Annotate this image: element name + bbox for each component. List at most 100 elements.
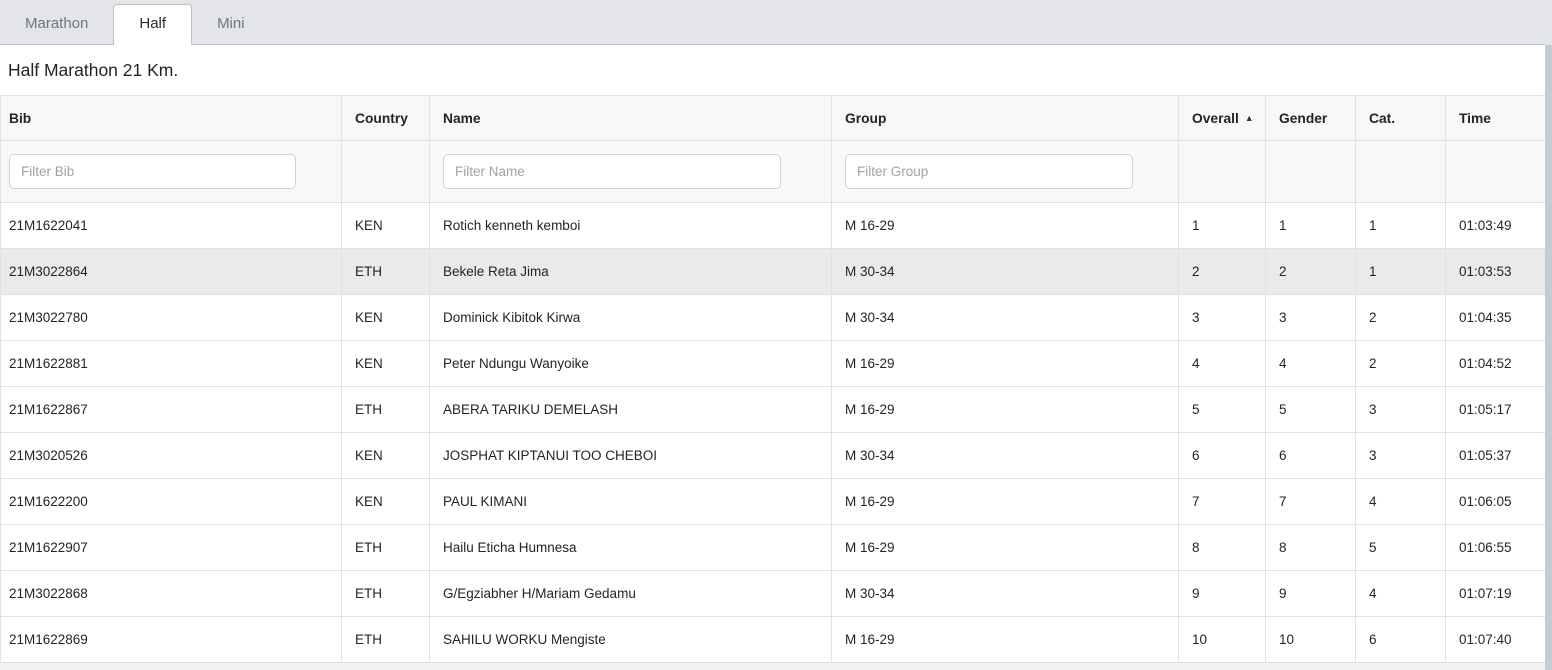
filter-cell-bib: [1, 141, 342, 203]
column-label: Cat.: [1369, 111, 1395, 126]
column-header-time[interactable]: Time: [1446, 96, 1547, 141]
table-row[interactable]: 21M1622869ETHSAHILU WORKU MengisteM 16-2…: [1, 617, 1547, 663]
column-header-overall[interactable]: Overall ▲: [1179, 96, 1266, 141]
cell-time: 01:04:52: [1446, 341, 1547, 387]
cell-gender: 7: [1266, 479, 1356, 525]
cell-gender: 1: [1266, 203, 1356, 249]
cell-bib: 21M1622881: [1, 341, 342, 387]
cell-name: Rotich kenneth kemboi: [430, 203, 832, 249]
column-header-country[interactable]: Country: [342, 96, 430, 141]
cell-time: 01:03:53: [1446, 249, 1547, 295]
cell-name: Hailu Eticha Humnesa: [430, 525, 832, 571]
filter-cell-gender: [1266, 141, 1356, 203]
cell-overall: 10: [1179, 617, 1266, 663]
cell-cat: 4: [1356, 571, 1446, 617]
filter-name-input[interactable]: [443, 154, 781, 189]
cell-group: M 30-34: [832, 249, 1179, 295]
cell-country: KEN: [342, 203, 430, 249]
cell-name: JOSPHAT KIPTANUI TOO CHEBOI: [430, 433, 832, 479]
column-header-cat[interactable]: Cat.: [1356, 96, 1446, 141]
table-row[interactable]: 21M1622881KENPeter Ndungu WanyoikeM 16-2…: [1, 341, 1547, 387]
column-header-gender[interactable]: Gender: [1266, 96, 1356, 141]
filter-cell-country: [342, 141, 430, 203]
cell-cat: 4: [1356, 479, 1446, 525]
header-row: Bib Country Name Group Overall ▲ Gender Cat. Tim…: [1, 96, 1547, 141]
page-title: Half Marathon 21 Km.: [0, 45, 1552, 95]
cell-name: Peter Ndungu Wanyoike: [430, 341, 832, 387]
cell-country: KEN: [342, 295, 430, 341]
cell-gender: 6: [1266, 433, 1356, 479]
table-row[interactable]: 21M1622867ETHABERA TARIKU DEMELASHM 16-2…: [1, 387, 1547, 433]
filter-cell-name: [430, 141, 832, 203]
table-row[interactable]: 21M1622041KENRotich kenneth kemboiM 16-2…: [1, 203, 1547, 249]
cell-country: ETH: [342, 571, 430, 617]
cell-group: M 16-29: [832, 203, 1179, 249]
cell-country: KEN: [342, 341, 430, 387]
cell-country: ETH: [342, 387, 430, 433]
column-label: Name: [443, 111, 481, 126]
cell-group: M 30-34: [832, 433, 1179, 479]
cell-group: M 30-34: [832, 571, 1179, 617]
cell-bib: 21M1622200: [1, 479, 342, 525]
cell-overall: 7: [1179, 479, 1266, 525]
tab-marathon[interactable]: Marathon: [0, 5, 113, 45]
column-header-bib[interactable]: Bib: [1, 96, 342, 141]
cell-overall: 4: [1179, 341, 1266, 387]
filter-cell-group: [832, 141, 1179, 203]
cell-cat: 1: [1356, 249, 1446, 295]
table-row[interactable]: 21M3022864ETHBekele Reta JimaM 30-342210…: [1, 249, 1547, 295]
cell-bib: 21M3022868: [1, 571, 342, 617]
cell-gender: 8: [1266, 525, 1356, 571]
tab-bar: Marathon Half Mini: [0, 0, 1552, 45]
table-row[interactable]: 21M3022868ETHG/Egziabher H/Mariam Gedamu…: [1, 571, 1547, 617]
cell-time: 01:03:49: [1446, 203, 1547, 249]
column-label: Overall: [1192, 111, 1239, 126]
scrollbar-thumb[interactable]: [1545, 45, 1552, 670]
cell-cat: 3: [1356, 433, 1446, 479]
filter-row: [1, 141, 1547, 203]
cell-bib: 21M1622869: [1, 617, 342, 663]
tab-half[interactable]: Half: [113, 4, 192, 46]
column-label: Time: [1459, 111, 1491, 126]
filter-cell-time: [1446, 141, 1547, 203]
cell-gender: 4: [1266, 341, 1356, 387]
table-row[interactable]: 21M3020526KENJOSPHAT KIPTANUI TOO CHEBOI…: [1, 433, 1547, 479]
cell-country: ETH: [342, 617, 430, 663]
cell-overall: 5: [1179, 387, 1266, 433]
column-header-group[interactable]: Group: [832, 96, 1179, 141]
filter-group-input[interactable]: [845, 154, 1133, 189]
filter-bib-input[interactable]: [9, 154, 296, 189]
cell-gender: 2: [1266, 249, 1356, 295]
cell-bib: 21M3022864: [1, 249, 342, 295]
column-label: Gender: [1279, 111, 1327, 126]
cell-bib: 21M1622867: [1, 387, 342, 433]
sort-ascending-icon: ▲: [1245, 113, 1254, 123]
table-row[interactable]: 21M1622200KENPAUL KIMANIM 16-2977401:06:…: [1, 479, 1547, 525]
column-header-name[interactable]: Name: [430, 96, 832, 141]
cell-time: 01:04:35: [1446, 295, 1547, 341]
table-row[interactable]: 21M1622907ETHHailu Eticha HumnesaM 16-29…: [1, 525, 1547, 571]
cell-group: M 16-29: [832, 617, 1179, 663]
filter-cell-overall: [1179, 141, 1266, 203]
tab-mini[interactable]: Mini: [192, 5, 270, 45]
cell-country: ETH: [342, 525, 430, 571]
cell-gender: 3: [1266, 295, 1356, 341]
cell-time: 01:07:40: [1446, 617, 1547, 663]
cell-gender: 10: [1266, 617, 1356, 663]
column-label: Bib: [9, 111, 31, 126]
cell-group: M 16-29: [832, 387, 1179, 433]
cell-name: SAHILU WORKU Mengiste: [430, 617, 832, 663]
table-row[interactable]: 21M3022780KENDominick Kibitok KirwaM 30-…: [1, 295, 1547, 341]
cell-country: KEN: [342, 433, 430, 479]
cell-overall: 6: [1179, 433, 1266, 479]
cell-time: 01:06:55: [1446, 525, 1547, 571]
cell-gender: 9: [1266, 571, 1356, 617]
cell-bib: 21M1622041: [1, 203, 342, 249]
cell-overall: 1: [1179, 203, 1266, 249]
cell-cat: 6: [1356, 617, 1446, 663]
cell-cat: 5: [1356, 525, 1446, 571]
cell-overall: 8: [1179, 525, 1266, 571]
cell-overall: 2: [1179, 249, 1266, 295]
cell-overall: 3: [1179, 295, 1266, 341]
vertical-scrollbar[interactable]: [1545, 0, 1552, 670]
